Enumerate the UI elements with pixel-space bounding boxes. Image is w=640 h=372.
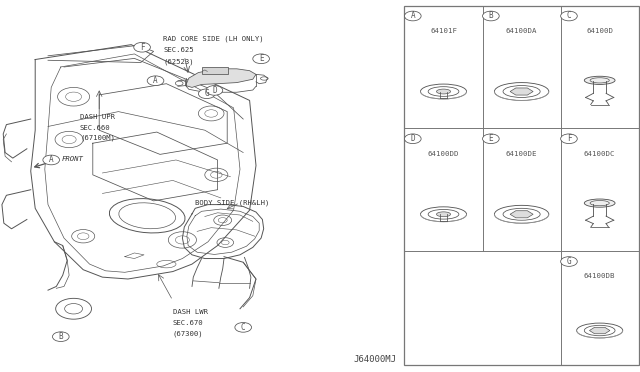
Text: 64100DD: 64100DD [428,151,460,157]
Text: E: E [259,54,264,63]
Circle shape [404,134,421,144]
Text: 64100DB: 64100DB [584,273,616,279]
Text: (62523): (62523) [163,58,194,65]
Text: A: A [49,155,54,164]
Polygon shape [589,327,610,334]
Text: F: F [140,43,145,52]
Text: A: A [153,76,158,85]
Text: SEC.670: SEC.670 [173,320,204,326]
Text: E: E [488,134,493,143]
Circle shape [404,11,421,21]
Text: F: F [566,134,572,143]
Text: DASH LWR: DASH LWR [173,310,208,315]
Text: SEC.625: SEC.625 [163,47,194,53]
Text: C: C [566,12,572,20]
Ellipse shape [436,212,451,217]
Text: 64100D: 64100D [586,28,613,34]
Ellipse shape [519,213,524,215]
Text: 64100DA: 64100DA [506,28,538,34]
Text: G: G [566,257,572,266]
Text: J64000MJ: J64000MJ [354,355,397,364]
Text: 64100DE: 64100DE [506,151,538,157]
Circle shape [483,11,499,21]
Text: A: A [410,12,415,20]
Text: FRONT: FRONT [61,156,83,162]
Ellipse shape [519,91,524,93]
Bar [404,6,639,365]
Text: BODY SIDE (RH&LH): BODY SIDE (RH&LH) [195,199,269,206]
Text: G: G [204,89,209,98]
Text: 64101F: 64101F [430,28,457,34]
Text: (67300): (67300) [173,330,204,337]
Bar [202,67,228,74]
Circle shape [235,323,252,332]
Text: DASH UPR: DASH UPR [80,114,115,120]
Circle shape [561,257,577,266]
Text: D: D [212,86,217,95]
Circle shape [134,42,150,52]
Text: SEC.660: SEC.660 [80,125,111,131]
Polygon shape [510,211,533,218]
Circle shape [147,76,164,86]
Circle shape [561,11,577,21]
Polygon shape [186,69,256,87]
Circle shape [561,134,577,144]
Ellipse shape [436,89,451,94]
Circle shape [43,155,60,165]
Circle shape [206,86,223,95]
Text: B: B [58,332,63,341]
Text: RAD CORE SIDE (LH ONLY): RAD CORE SIDE (LH ONLY) [163,36,264,42]
Polygon shape [510,88,533,95]
Circle shape [483,134,499,144]
Circle shape [198,89,215,99]
Ellipse shape [584,199,615,207]
Text: B: B [488,12,493,20]
Text: C: C [241,323,246,332]
Circle shape [52,332,69,341]
Circle shape [253,54,269,64]
Text: D: D [410,134,415,143]
Ellipse shape [584,76,615,84]
Text: 64100DC: 64100DC [584,151,616,157]
Text: (67100M): (67100M) [80,135,115,141]
